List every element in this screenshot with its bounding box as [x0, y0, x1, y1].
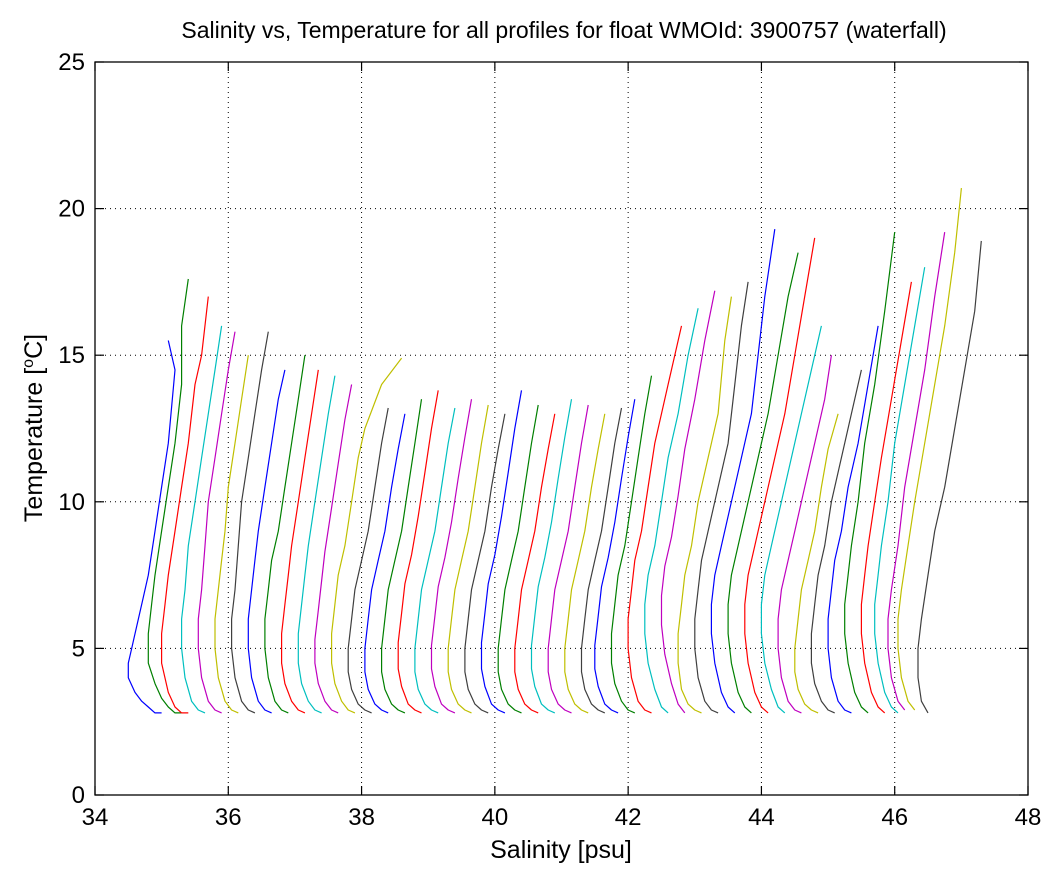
- profile-line-34: [677, 296, 732, 714]
- plot-frame: [94, 61, 1029, 796]
- profile-line-8: [247, 369, 286, 714]
- profile-line-32: [644, 308, 699, 714]
- profile-line-48: [897, 188, 962, 711]
- y-axis-label-main: Temperature [: [20, 368, 48, 522]
- profile-line-37: [727, 252, 799, 714]
- profile-line-42: [810, 369, 862, 714]
- profile-line-36: [710, 229, 776, 714]
- x-tick-label: 46: [881, 804, 908, 831]
- profile-line-3: [161, 296, 209, 714]
- profile-line-49: [917, 240, 982, 714]
- profile-line-4: [181, 325, 223, 714]
- x-tick-label: 48: [1015, 804, 1042, 831]
- profile-line-21: [464, 413, 506, 714]
- profile-line-35: [694, 281, 749, 714]
- y-axis-label-superscript: o: [20, 359, 37, 368]
- x-tick-label: 42: [615, 804, 642, 831]
- y-axis-label: Temperature [oC]: [20, 334, 48, 522]
- y-tick-label: 20: [58, 196, 85, 223]
- profile-line-15: [364, 413, 406, 714]
- profile-line-7: [231, 331, 269, 714]
- profile-line-26: [547, 404, 589, 714]
- profile-line-30: [610, 375, 653, 714]
- profile-line-31: [627, 325, 683, 714]
- profile-line-25: [530, 399, 573, 714]
- profile-line-44: [844, 232, 896, 714]
- profile-line-10: [281, 369, 319, 714]
- profile-line-33: [660, 290, 716, 714]
- profile-line-41: [794, 413, 839, 714]
- profile-line-2: [147, 278, 189, 714]
- profile-line-14: [347, 407, 389, 714]
- profile-lines: [127, 188, 982, 714]
- y-tick-label: 25: [58, 49, 85, 76]
- profile-line-6: [214, 355, 249, 714]
- profile-line-29: [594, 399, 636, 714]
- profile-line-43: [827, 325, 879, 714]
- profile-line-23: [497, 404, 539, 714]
- x-axis-ticks: 34 36 38 40 42 44 46 48: [82, 62, 1042, 831]
- profile-line-17: [397, 390, 439, 714]
- profile-line-1: [127, 340, 176, 714]
- profile-line-38: [744, 237, 816, 714]
- profile-line-47: [887, 232, 946, 711]
- y-axis-ticks: 0 5 10 15 20 25: [58, 49, 1028, 809]
- y-tick-label: 0: [72, 782, 85, 809]
- profile-line-22: [480, 390, 523, 714]
- x-tick-label: 38: [348, 804, 375, 831]
- profile-line-46: [874, 267, 926, 714]
- profile-line-18: [414, 407, 456, 714]
- profile-line-11: [297, 375, 336, 714]
- chart-title: Salinity vs, Temperature for all profile…: [181, 17, 946, 43]
- x-tick-label: 34: [82, 804, 109, 831]
- y-tick-label: 15: [58, 342, 85, 369]
- profile-line-24: [514, 413, 556, 714]
- profile-line-39: [760, 325, 822, 714]
- y-tick-label: 5: [72, 635, 85, 662]
- profile-line-13: [331, 357, 403, 714]
- profile-line-12: [314, 384, 353, 714]
- profile-line-16: [381, 399, 423, 714]
- profile-line-9: [264, 355, 306, 714]
- profile-line-27: [564, 413, 606, 714]
- profile-line-20: [447, 404, 489, 714]
- plot-area: [95, 62, 1028, 795]
- profile-line-19: [430, 399, 473, 714]
- x-tick-label: 36: [215, 804, 242, 831]
- grid-lines: [95, 62, 1028, 795]
- profile-line-28: [580, 407, 623, 714]
- profile-line-45: [860, 281, 912, 714]
- x-axis-label: Salinity [psu]: [490, 836, 632, 864]
- profile-line-5: [197, 331, 236, 714]
- profile-line-40: [777, 355, 832, 714]
- x-tick-label: 44: [748, 804, 775, 831]
- y-tick-label: 10: [58, 489, 85, 516]
- x-tick-label: 40: [482, 804, 509, 831]
- y-axis-label-unit: C]: [20, 334, 48, 359]
